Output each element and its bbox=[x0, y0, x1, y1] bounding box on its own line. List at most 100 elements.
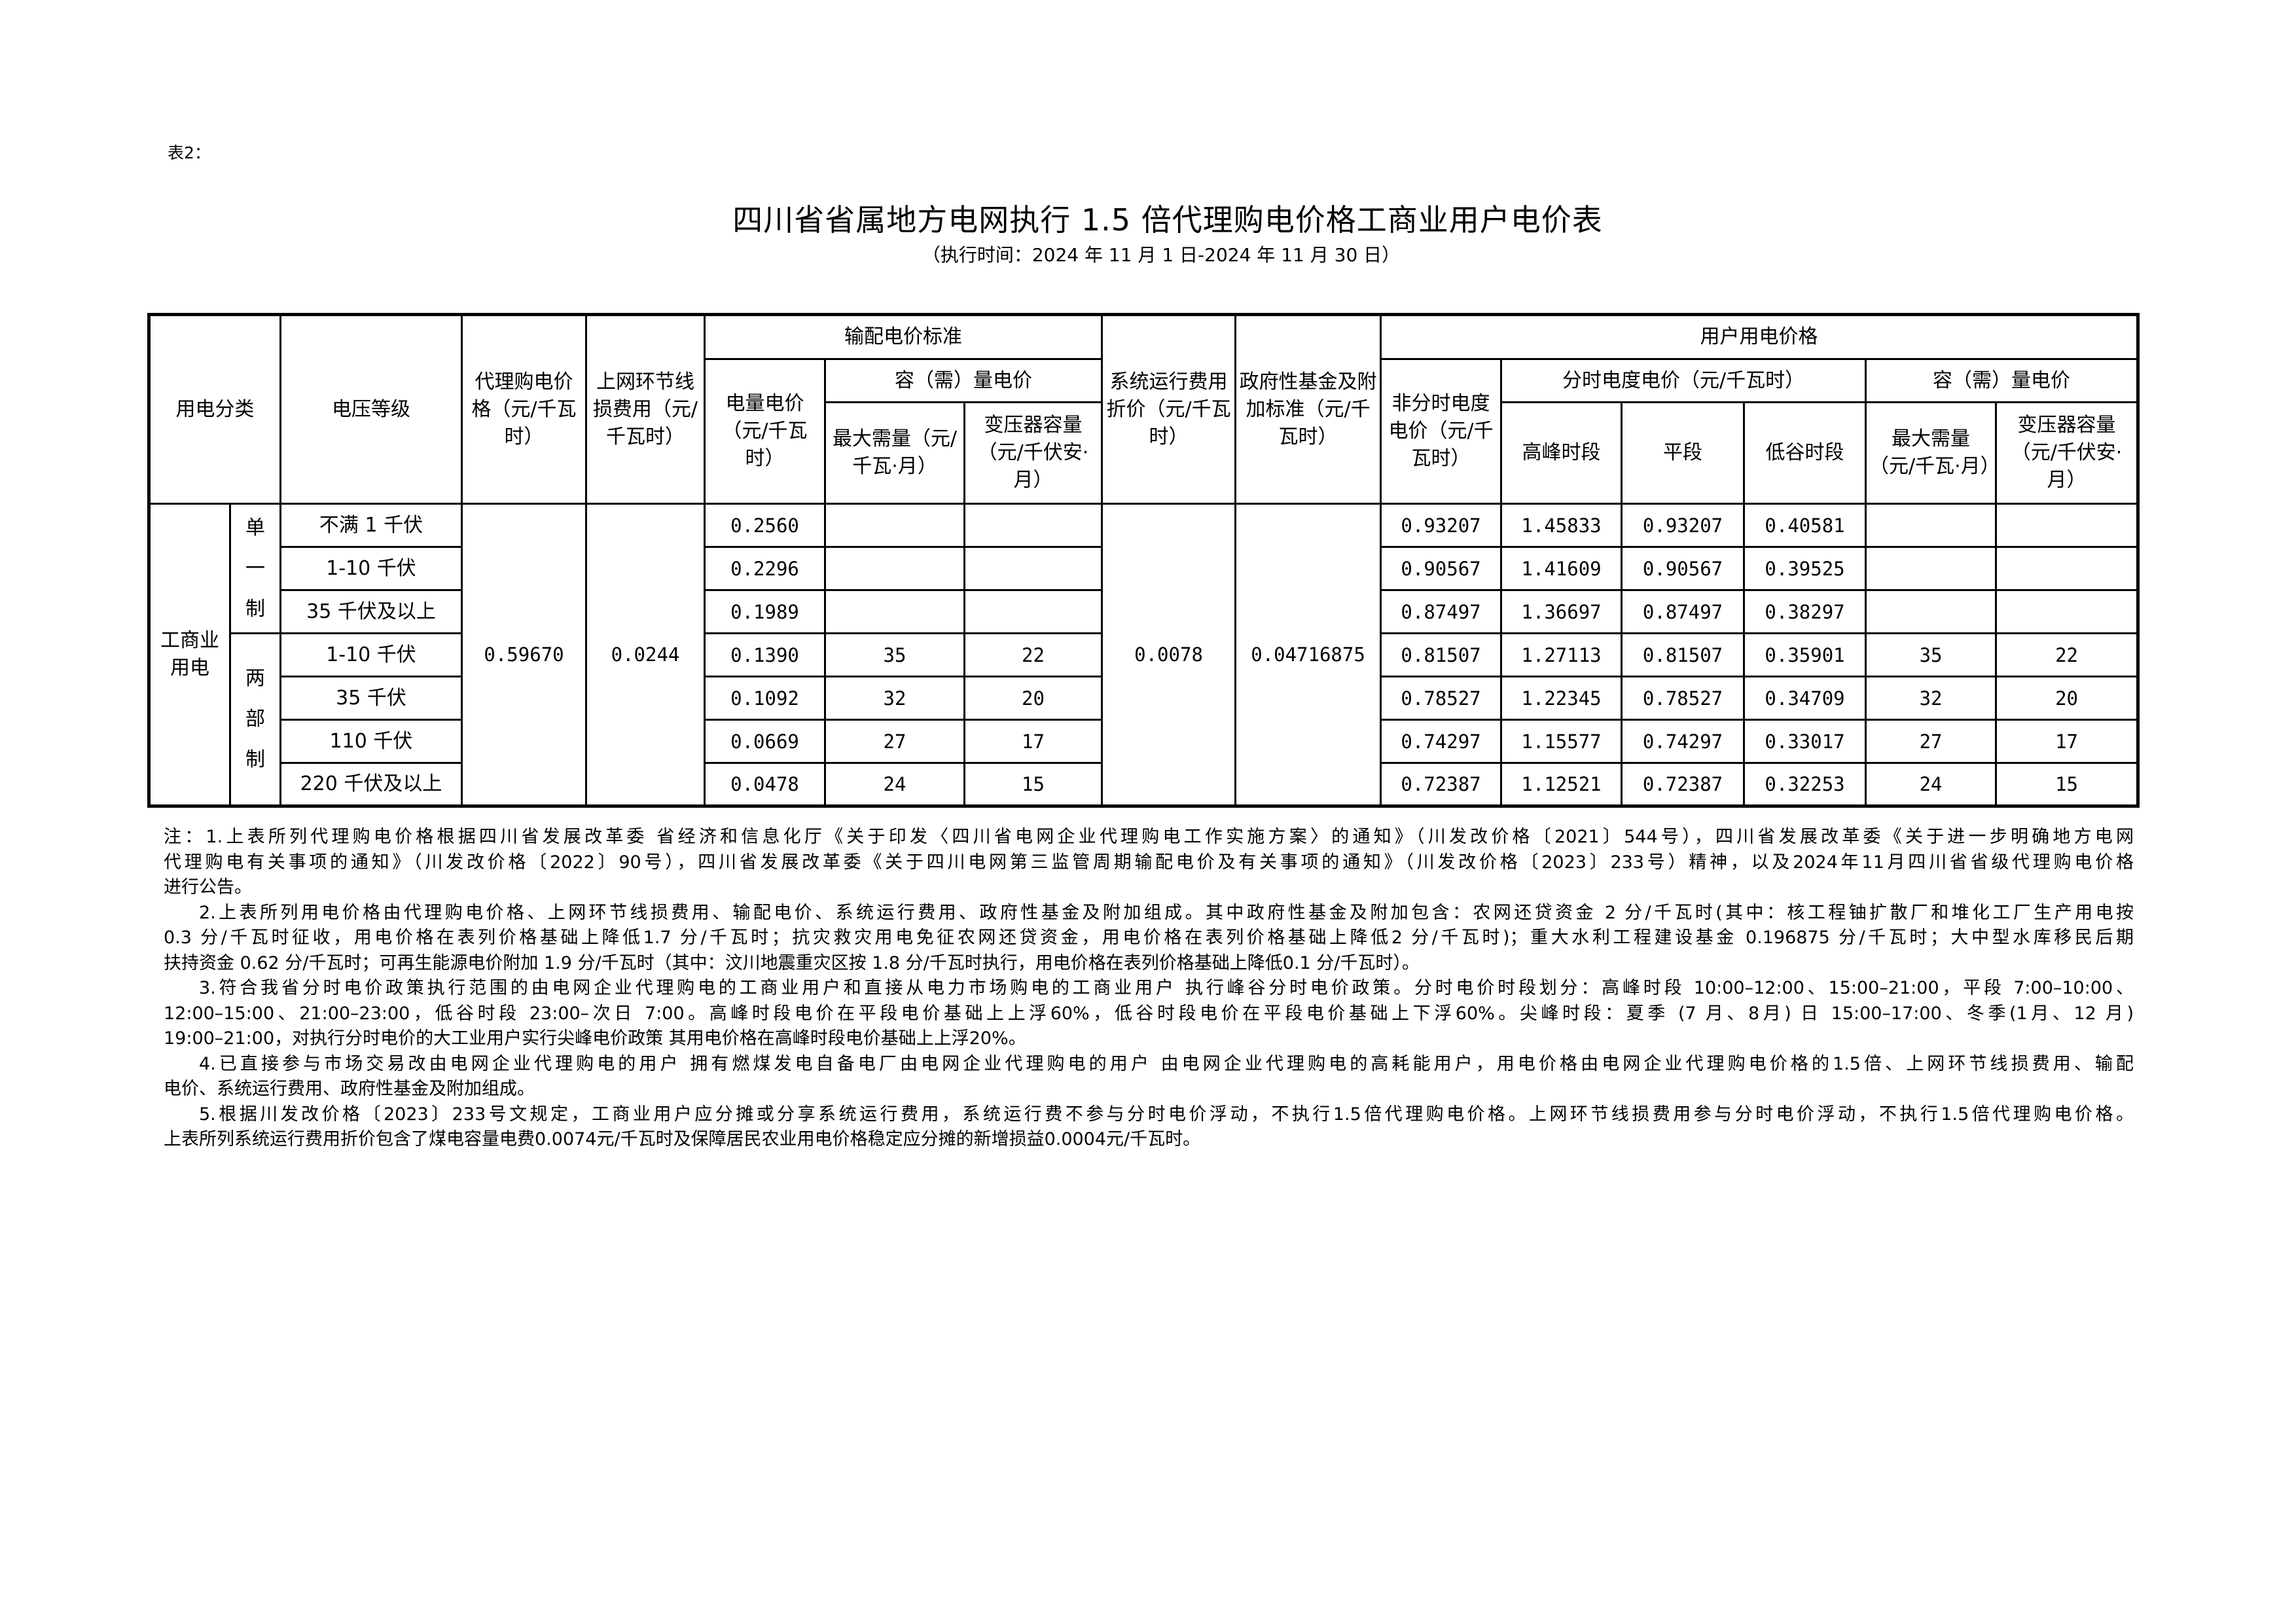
note-line: 4.已直接参与市场交易改由电网企业代理购电的用户 拥有燃煤发电自备电厂由电网企业… bbox=[199, 1053, 2134, 1074]
price-table: 用电分类 电压等级 代理购电价格（元/千瓦时） 上网环节线损费用（元/千瓦时） … bbox=[147, 313, 2140, 808]
voltage-cell: 110 千伏 bbox=[279, 719, 463, 764]
table-row: 两部制 1-10 千伏 0.1390 35 22 0.81507 1.27113 0.8150… bbox=[149, 632, 2140, 807]
notes: 注：1.上表所列代理购电价格根据四川省发展改革委 省经济和信息化厅《关于印发〈四… bbox=[164, 825, 2134, 1153]
transformer-cell: 20 bbox=[963, 676, 1103, 721]
valley-cell: 0.33017 bbox=[1743, 719, 1867, 764]
u-transformer-cell: 20 bbox=[1995, 676, 2140, 721]
flat-cell: 0.72387 bbox=[1621, 762, 1746, 807]
header-user-capacity: 容（需）量电价 bbox=[1865, 358, 2140, 403]
voltage-cell: 220 千伏及以上 bbox=[279, 762, 463, 807]
energy-price-cell: 0.0669 bbox=[704, 719, 826, 764]
max-demand-cell: 27 bbox=[824, 719, 965, 764]
max-demand-cell bbox=[824, 589, 965, 634]
non-tou-cell: 0.87497 bbox=[1380, 589, 1503, 634]
gov-fund-cell: 0.04716875 bbox=[1234, 503, 1382, 807]
note-line: 上表所列系统运行费用折价包含了煤电容量电费0.0074元/千瓦时及保障居民农业用… bbox=[164, 1129, 1201, 1149]
valley-cell: 0.34709 bbox=[1743, 676, 1867, 721]
u-transformer-cell: 15 bbox=[1995, 762, 2140, 807]
peak-cell: 1.22345 bbox=[1500, 676, 1623, 721]
header-transformer: 变压器容量（元/千伏安·月） bbox=[963, 401, 1103, 505]
max-demand-cell: 35 bbox=[824, 632, 965, 677]
note-line: 0.3 分/千瓦时征收，用电价格在表列价格基础上降低1.7 分/千瓦时；抗灾救灾… bbox=[164, 928, 2134, 948]
table-row: 工商业用电 单一制 不满 1 千伏 0.59670 0.0244 0.2560 0.0078… bbox=[148, 503, 2140, 807]
non-tou-cell: 0.90567 bbox=[1380, 546, 1503, 591]
transformer-cell: 22 bbox=[963, 632, 1103, 677]
note-line: 2.上表所列用电价格由代理购电价格、上网环节线损费用、输配电价、系统运行费用、政… bbox=[199, 902, 2134, 923]
transformer-cell bbox=[963, 589, 1103, 634]
header-peak: 高峰时段 bbox=[1500, 401, 1623, 505]
header-system-cost: 系统运行费用折价（元/千瓦时） bbox=[1101, 314, 1237, 505]
non-tou-cell: 0.72387 bbox=[1380, 762, 1503, 807]
energy-price-cell: 0.2560 bbox=[704, 503, 826, 548]
u-max-demand-cell bbox=[1865, 589, 1998, 634]
page-title: 四川省省属地方电网执行 1.5 倍代理购电价格工商业用户电价表 bbox=[732, 202, 1603, 238]
header-user-transformer: 变压器容量（元/千伏安·月） bbox=[1995, 401, 2140, 505]
non-tou-cell: 0.93207 bbox=[1380, 503, 1503, 548]
energy-price-cell: 0.1989 bbox=[704, 589, 826, 634]
flat-cell: 0.90567 bbox=[1621, 546, 1746, 591]
group-cell: 单一制 bbox=[229, 503, 281, 634]
flat-cell: 0.81507 bbox=[1621, 632, 1746, 677]
transformer-cell: 17 bbox=[963, 719, 1103, 764]
peak-cell: 1.27113 bbox=[1500, 632, 1623, 677]
max-demand-cell bbox=[824, 546, 965, 591]
u-max-demand-cell: 27 bbox=[1865, 719, 1998, 764]
header-user-max-demand: 最大需量（元/千瓦·月） bbox=[1865, 401, 1998, 505]
note-line: 5.根据川发改价格〔2023〕233号文规定，工商业用户应分摊或分享系统运行费用… bbox=[199, 1104, 2134, 1125]
voltage-cell: 35 千伏 bbox=[279, 676, 463, 721]
header-capacity-price: 容（需）量电价 bbox=[823, 358, 1103, 403]
flat-cell: 0.78527 bbox=[1621, 676, 1746, 721]
energy-price-cell: 0.2296 bbox=[704, 546, 826, 591]
header-valley: 低谷时段 bbox=[1743, 401, 1867, 505]
table-row: 110 千伏 0.0669 27 17 0.74297 1.15577 0.74297 0.3… bbox=[149, 719, 2140, 764]
non-tou-cell: 0.78527 bbox=[1380, 676, 1503, 721]
u-max-demand-cell: 35 bbox=[1865, 632, 1998, 677]
header-transmission: 输配电价标准 bbox=[703, 314, 1103, 360]
voltage-cell: 1-10 千伏 bbox=[279, 632, 463, 677]
energy-price-cell: 0.1390 bbox=[704, 632, 826, 677]
energy-price-cell: 0.0478 bbox=[704, 762, 826, 807]
transformer-cell bbox=[963, 546, 1103, 591]
header-category: 用电分类 bbox=[148, 314, 281, 505]
peak-cell: 1.45833 bbox=[1500, 503, 1623, 548]
flat-cell: 0.87497 bbox=[1621, 589, 1746, 634]
line-loss-cell: 0.0244 bbox=[585, 503, 706, 807]
note-line: 12:00–15:00、21:00–23:00，低谷时段 23:00–次日 7:… bbox=[164, 1003, 2134, 1024]
table-row: 1-10 千伏 0.2296 0.90567 1.41609 0.90567 0.3952… bbox=[149, 546, 2140, 591]
note-line: 注：1.上表所列代理购电价格根据四川省发展改革委 省经济和信息化厅《关于印发〈四… bbox=[164, 827, 2134, 847]
flat-cell: 0.93207 bbox=[1621, 503, 1746, 548]
non-tou-cell: 0.74297 bbox=[1380, 719, 1503, 764]
non-tou-cell: 0.81507 bbox=[1380, 632, 1503, 677]
peak-cell: 1.41609 bbox=[1500, 546, 1623, 591]
table-number-label: 表2： bbox=[168, 143, 211, 162]
voltage-cell: 1-10 千伏 bbox=[279, 546, 463, 591]
peak-cell: 1.15577 bbox=[1500, 719, 1623, 764]
valley-cell: 0.35901 bbox=[1743, 632, 1867, 677]
max-demand-cell: 24 bbox=[824, 762, 965, 807]
u-transformer-cell bbox=[1995, 546, 2140, 591]
agent-price-cell: 0.59670 bbox=[461, 503, 587, 807]
voltage-cell: 35 千伏及以上 bbox=[279, 589, 463, 634]
header-energy-price: 电量电价（元/千瓦时） bbox=[704, 358, 826, 505]
header-tou: 分时电度电价（元/千瓦时） bbox=[1500, 358, 1867, 403]
header-gov-fund: 政府性基金及附加标准（元/千瓦时） bbox=[1234, 314, 1382, 505]
header-line-loss: 上网环节线损费用（元/千瓦时） bbox=[585, 314, 706, 505]
valley-cell: 0.32253 bbox=[1743, 762, 1867, 807]
header-voltage: 电压等级 bbox=[279, 314, 463, 505]
valley-cell: 0.38297 bbox=[1743, 589, 1867, 634]
max-demand-cell: 32 bbox=[824, 676, 965, 721]
category-cell: 工商业用电 bbox=[148, 503, 231, 807]
header-max-demand: 最大需量（元/千瓦·月） bbox=[824, 401, 965, 505]
u-transformer-cell bbox=[1995, 589, 2140, 634]
flat-cell: 0.74297 bbox=[1621, 719, 1746, 764]
peak-cell: 1.12521 bbox=[1500, 762, 1623, 807]
peak-cell: 1.36697 bbox=[1500, 589, 1623, 634]
group-cell: 两部制 bbox=[229, 632, 281, 807]
u-transformer-cell: 22 bbox=[1995, 632, 2140, 677]
u-max-demand-cell bbox=[1865, 546, 1998, 591]
note-line: 电价、系统运行费用、政府性基金及附加组成。 bbox=[164, 1079, 535, 1099]
page-subtitle: （执行时间：2024 年 11 月 1 日-2024 年 11 月 30 日） bbox=[922, 244, 1401, 266]
u-max-demand-cell: 24 bbox=[1865, 762, 1998, 807]
u-transformer-cell: 17 bbox=[1995, 719, 2140, 764]
max-demand-cell bbox=[824, 503, 965, 548]
